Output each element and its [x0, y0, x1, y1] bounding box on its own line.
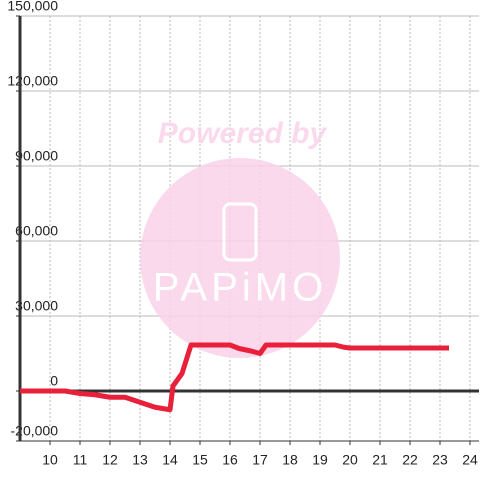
x-tick-label: 23: [432, 452, 448, 468]
watermark-logo: PAPiMO: [153, 266, 327, 310]
x-tick-label: 13: [132, 452, 148, 468]
x-tick-label: 14: [162, 452, 178, 468]
watermark-circle: [140, 158, 340, 358]
data-line: [20, 342, 449, 413]
x-tick-label: 12: [102, 452, 118, 468]
x-tick-label: 11: [73, 452, 88, 468]
y-tick-label: 60,000: [15, 223, 58, 239]
watermark-text: Powered by: [158, 117, 328, 150]
watermark-phone: [222, 202, 258, 262]
x-tick-label: 22: [402, 452, 418, 468]
y-tick-label: 30,000: [15, 298, 58, 314]
x-tick-label: 24: [462, 452, 478, 468]
x-tick-label: 21: [372, 452, 388, 468]
x-tick-label: 18: [282, 452, 298, 468]
x-tick-label: 20: [342, 452, 358, 468]
y-tick-label: 0: [50, 373, 58, 389]
x-tick-label: 19: [312, 452, 328, 468]
watermark: Powered by PAPiMO: [140, 117, 340, 358]
y-tick-label: 150,000: [7, 0, 58, 14]
y-tick-label: 90,000: [15, 148, 58, 164]
x-tick-label: 15: [192, 452, 208, 468]
y-tick-label: -20,000: [11, 423, 59, 439]
x-tick-label: 16: [222, 452, 238, 468]
x-tick-label: 17: [252, 452, 268, 468]
x-tick-label: 10: [42, 452, 58, 468]
y-tick-label: 120,000: [7, 73, 58, 89]
